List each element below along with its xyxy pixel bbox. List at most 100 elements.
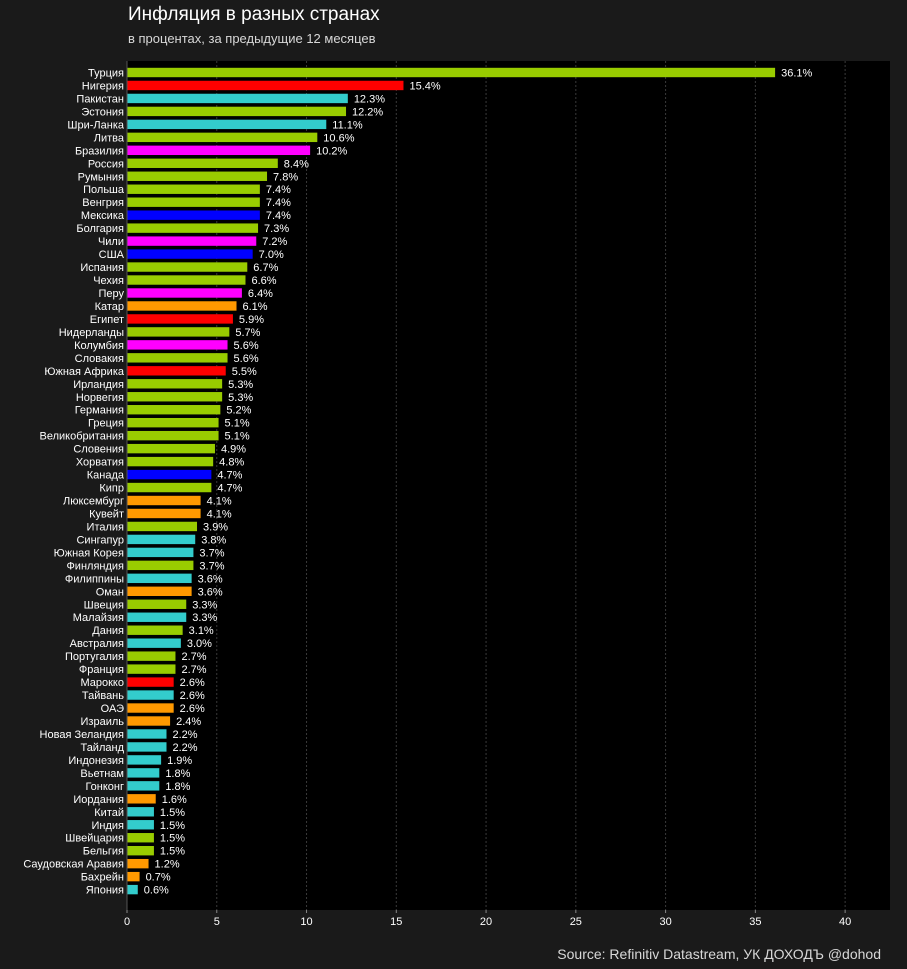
category-label: Чехия bbox=[93, 275, 124, 287]
value-label: 4.9% bbox=[221, 444, 246, 456]
value-label: 10.2% bbox=[316, 145, 347, 157]
bar bbox=[127, 132, 318, 143]
bar bbox=[127, 664, 176, 674]
category-label: Филиппины bbox=[65, 573, 124, 585]
bar bbox=[127, 495, 201, 506]
bar bbox=[127, 781, 160, 791]
category-label: Канада bbox=[87, 470, 125, 482]
category-label: Греция bbox=[88, 418, 124, 430]
value-label: 36.1% bbox=[781, 68, 812, 80]
value-label: 2.7% bbox=[181, 651, 206, 663]
bar bbox=[127, 586, 192, 596]
chart-subtitle: в процентах, за предыдущие 12 месяцев bbox=[128, 31, 376, 46]
bar bbox=[127, 716, 171, 726]
x-tick-label: 0 bbox=[124, 916, 130, 928]
category-label: Марокко bbox=[80, 677, 124, 689]
bar bbox=[127, 858, 149, 869]
value-label: 4.1% bbox=[207, 496, 232, 508]
bar bbox=[127, 768, 160, 778]
value-label: 1.8% bbox=[165, 781, 190, 793]
category-label: Тайвань bbox=[82, 690, 124, 702]
bar bbox=[127, 210, 260, 220]
value-label: 2.2% bbox=[172, 742, 197, 754]
category-label: Эстония bbox=[81, 106, 124, 118]
bar bbox=[127, 417, 219, 428]
value-label: 7.0% bbox=[259, 249, 284, 261]
bar bbox=[127, 405, 221, 415]
bar bbox=[127, 482, 212, 493]
category-label: Литва bbox=[94, 132, 125, 144]
bar bbox=[127, 301, 237, 311]
category-label: Китай bbox=[94, 807, 124, 819]
bar bbox=[127, 846, 154, 856]
bar bbox=[127, 651, 176, 661]
bar bbox=[127, 353, 228, 363]
category-label: Великобритания bbox=[40, 431, 125, 443]
category-label: Нигерия bbox=[82, 80, 124, 92]
value-label: 12.3% bbox=[354, 93, 385, 105]
bar bbox=[127, 171, 268, 181]
bar bbox=[127, 67, 776, 78]
category-label: Словакия bbox=[75, 353, 124, 365]
x-tick-label: 15 bbox=[390, 916, 402, 928]
category-label: Южная Африка bbox=[44, 366, 125, 378]
bar bbox=[127, 677, 174, 687]
bar bbox=[127, 197, 260, 207]
bar bbox=[127, 820, 154, 830]
category-label: Индия bbox=[91, 820, 124, 832]
category-label: Венгрия bbox=[82, 197, 124, 209]
value-label: 1.6% bbox=[162, 794, 187, 806]
x-tick-label: 5 bbox=[214, 916, 220, 928]
value-label: 2.6% bbox=[180, 677, 205, 689]
bar bbox=[127, 340, 228, 350]
value-label: 1.5% bbox=[160, 807, 185, 819]
category-label: Гонконг bbox=[85, 781, 124, 793]
bar bbox=[127, 742, 167, 752]
value-label: 6.7% bbox=[253, 262, 278, 274]
bar bbox=[127, 573, 192, 584]
category-label: Южная Корея bbox=[54, 547, 124, 559]
bar bbox=[127, 430, 219, 441]
value-label: 7.4% bbox=[266, 184, 291, 196]
category-label: Словения bbox=[73, 444, 124, 456]
value-label: 12.2% bbox=[352, 106, 383, 118]
bar bbox=[127, 612, 187, 622]
value-label: 1.2% bbox=[155, 859, 180, 871]
x-tick-label: 20 bbox=[480, 916, 492, 928]
category-label: Испания bbox=[80, 262, 124, 274]
value-label: 7.3% bbox=[264, 223, 289, 235]
bar bbox=[127, 145, 311, 156]
category-label: Индонезия bbox=[68, 755, 124, 767]
category-label: Португалия bbox=[65, 651, 124, 663]
chart-title: Инфляция в разных странах bbox=[128, 4, 380, 25]
category-label: Ирландия bbox=[73, 379, 124, 391]
value-label: 1.5% bbox=[160, 833, 185, 845]
source-note: Source: Refinitiv Datastream, УК ДОХОДЪ … bbox=[557, 946, 881, 962]
value-label: 5.6% bbox=[234, 340, 259, 352]
bar bbox=[127, 223, 259, 233]
category-label: Израиль bbox=[81, 716, 125, 728]
value-label: 0.6% bbox=[144, 885, 169, 897]
category-label: Иордания bbox=[73, 794, 124, 806]
value-label: 10.6% bbox=[323, 132, 354, 144]
category-label: Норвегия bbox=[76, 392, 124, 404]
category-label: Новая Зеландия bbox=[40, 729, 124, 741]
category-label: Австралия bbox=[70, 638, 124, 650]
category-label: Хорватия bbox=[76, 457, 124, 469]
category-label: Франция bbox=[79, 664, 124, 676]
bar bbox=[127, 392, 223, 402]
value-label: 5.6% bbox=[234, 353, 259, 365]
category-label: Пакистан bbox=[76, 93, 124, 105]
value-label: 6.1% bbox=[243, 301, 268, 313]
category-label: Россия bbox=[88, 158, 124, 170]
category-label: Кувейт bbox=[89, 508, 124, 520]
value-label: 2.7% bbox=[181, 664, 206, 676]
value-label: 5.1% bbox=[225, 431, 250, 443]
category-label: Перу bbox=[98, 288, 124, 300]
category-label: Сингапур bbox=[76, 534, 124, 546]
value-label: 5.3% bbox=[228, 379, 253, 391]
value-label: 5.2% bbox=[226, 405, 251, 417]
value-label: 3.6% bbox=[198, 573, 223, 585]
bar bbox=[127, 521, 198, 532]
bar bbox=[127, 807, 154, 817]
